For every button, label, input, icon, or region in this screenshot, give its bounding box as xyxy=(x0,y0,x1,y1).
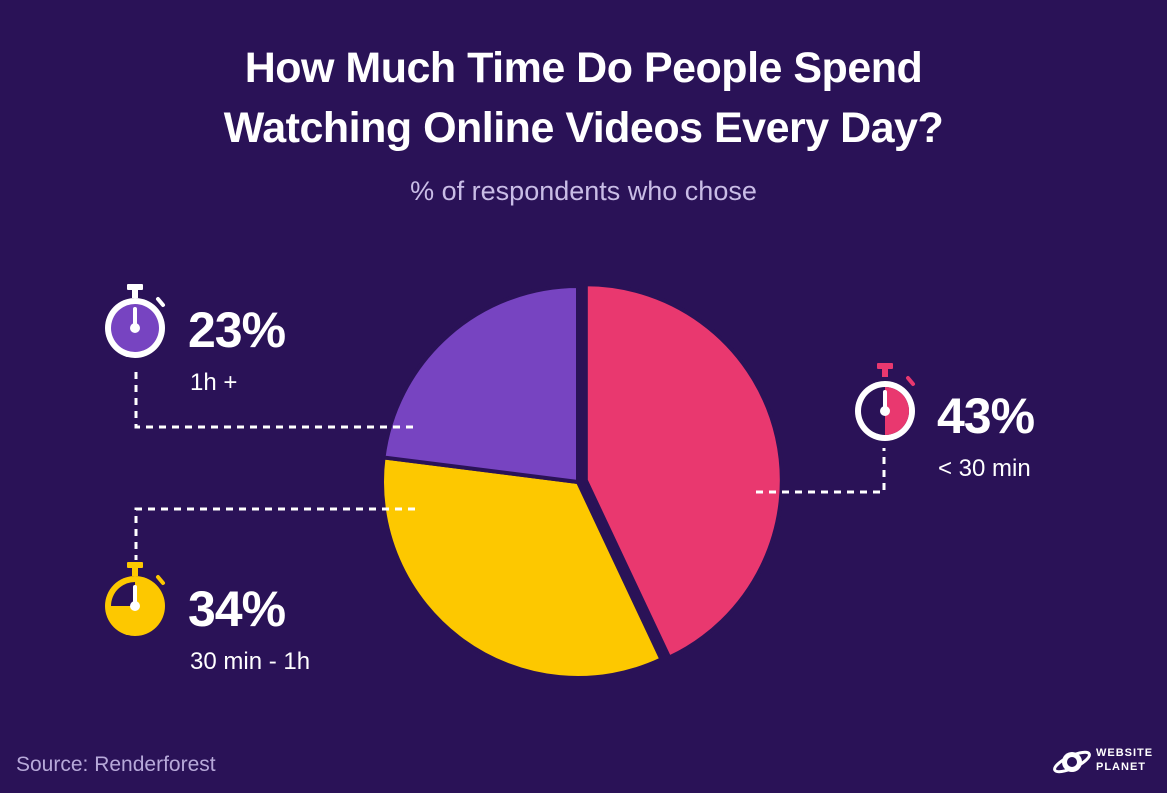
source-note: Source: Renderforest xyxy=(16,753,216,776)
stopwatch-icon xyxy=(105,284,165,358)
leader-line-1h-plus xyxy=(134,372,415,429)
pie-slice-under-30min xyxy=(583,282,784,660)
logo-line-2: PLANET xyxy=(1096,761,1146,773)
leader-lines xyxy=(134,372,886,560)
category-label-1h-plus: 1h + xyxy=(190,369,238,396)
title-line-2: Watching Online Videos Every Day? xyxy=(223,104,944,152)
stopwatch-icon xyxy=(855,363,915,441)
website-planet-logo-text: WEBSITE PLANET xyxy=(1096,746,1153,774)
value-label-30min-1h: 34% xyxy=(188,581,286,637)
value-label-1h-plus: 23% xyxy=(188,302,286,358)
stopwatch-icon xyxy=(105,562,165,636)
chart-title: How Much Time Do People Spend Watching O… xyxy=(0,38,1167,158)
logo-line-1: WEBSITE xyxy=(1096,747,1154,759)
leader-line-under-30min xyxy=(756,448,886,494)
value-label-under-30min: 43% xyxy=(937,388,1035,444)
pie-slice-30min-1h xyxy=(380,455,664,680)
pie-slice-1h-plus xyxy=(381,284,580,484)
category-label-under-30min: < 30 min xyxy=(938,455,1031,482)
leader-line-30min-1h xyxy=(134,507,415,560)
chart-subtitle: % of respondents who chose xyxy=(410,176,757,206)
category-label-30min-1h: 30 min - 1h xyxy=(190,648,311,675)
pie-slices xyxy=(380,282,784,680)
title-line-1: How Much Time Do People Spend xyxy=(244,44,923,92)
website-planet-logo-icon xyxy=(1053,750,1091,774)
